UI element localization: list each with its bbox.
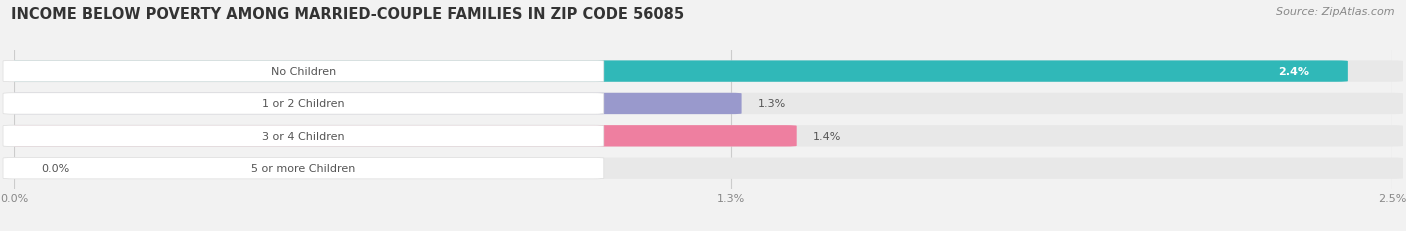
- FancyBboxPatch shape: [3, 93, 1403, 115]
- FancyBboxPatch shape: [3, 61, 603, 82]
- FancyBboxPatch shape: [3, 61, 1403, 82]
- FancyBboxPatch shape: [3, 61, 1348, 82]
- Text: Source: ZipAtlas.com: Source: ZipAtlas.com: [1277, 7, 1395, 17]
- Text: 2.4%: 2.4%: [1278, 67, 1309, 77]
- Text: INCOME BELOW POVERTY AMONG MARRIED-COUPLE FAMILIES IN ZIP CODE 56085: INCOME BELOW POVERTY AMONG MARRIED-COUPL…: [11, 7, 685, 22]
- FancyBboxPatch shape: [3, 158, 603, 179]
- FancyBboxPatch shape: [3, 126, 603, 147]
- Text: No Children: No Children: [271, 67, 336, 77]
- Text: 3 or 4 Children: 3 or 4 Children: [262, 131, 344, 141]
- Text: 1 or 2 Children: 1 or 2 Children: [262, 99, 344, 109]
- Text: 5 or more Children: 5 or more Children: [252, 164, 356, 173]
- Text: 1.4%: 1.4%: [813, 131, 842, 141]
- FancyBboxPatch shape: [3, 158, 1403, 179]
- Text: 0.0%: 0.0%: [42, 164, 70, 173]
- FancyBboxPatch shape: [3, 93, 741, 115]
- FancyBboxPatch shape: [3, 126, 1403, 147]
- FancyBboxPatch shape: [3, 93, 603, 115]
- FancyBboxPatch shape: [3, 126, 797, 147]
- Text: 1.3%: 1.3%: [758, 99, 786, 109]
